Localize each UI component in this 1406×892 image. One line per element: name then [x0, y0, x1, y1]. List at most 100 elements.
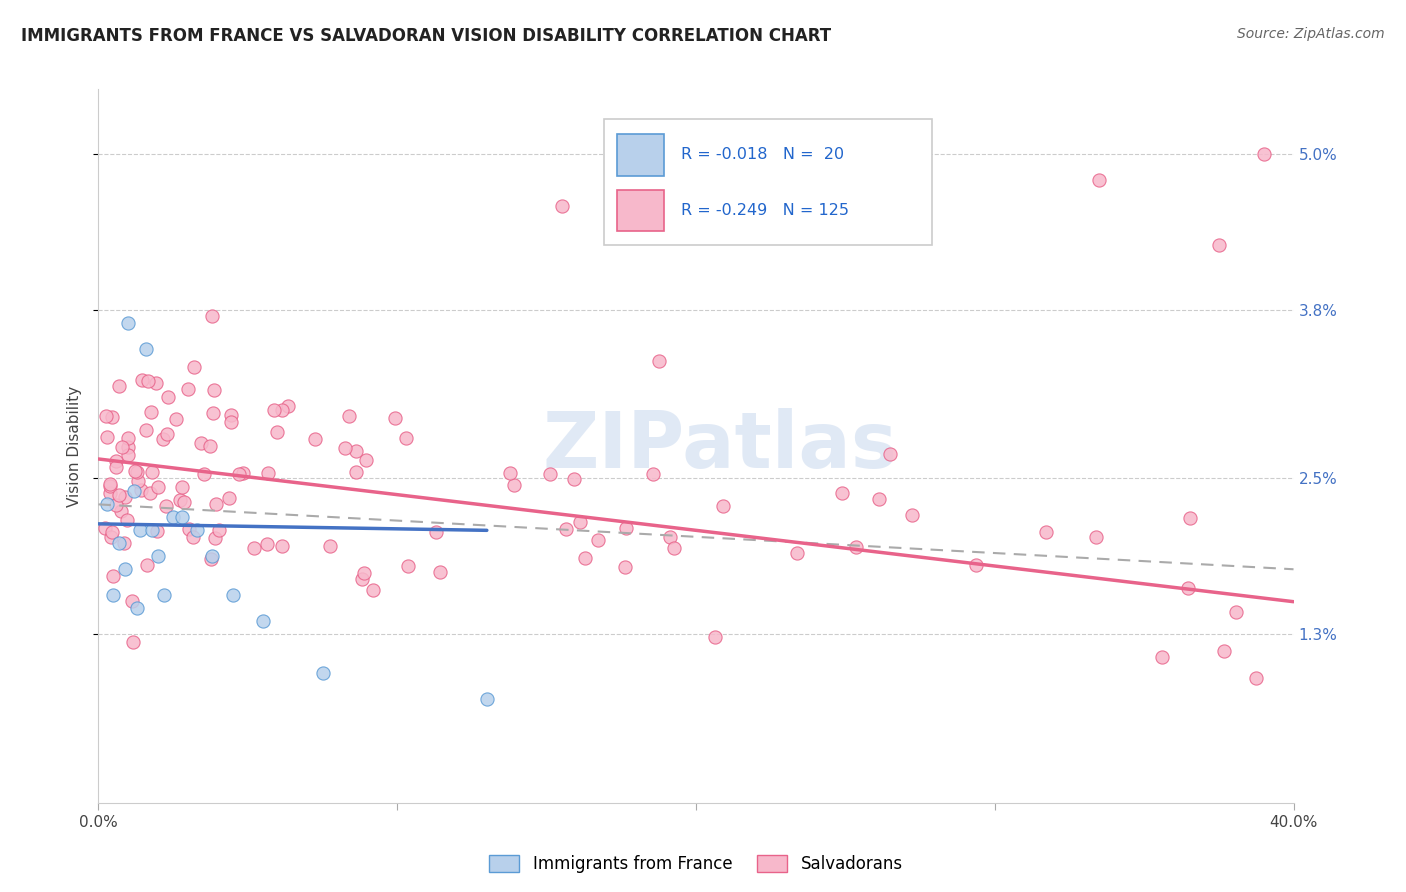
- Point: [868, 491, 890, 506]
- Point: [104, 498, 127, 512]
- Point: [200, 552, 222, 566]
- Point: [101, 410, 124, 425]
- Point: [1150, 649, 1173, 664]
- Point: [121, 635, 143, 649]
- Point: [198, 439, 221, 453]
- Point: [201, 549, 224, 564]
- Point: [110, 504, 132, 518]
- FancyBboxPatch shape: [603, 119, 932, 245]
- Point: [135, 342, 157, 356]
- Point: [169, 492, 191, 507]
- Point: [429, 566, 451, 580]
- Point: [190, 435, 212, 450]
- Point: [94, 520, 117, 534]
- Point: [101, 569, 124, 583]
- Point: [156, 390, 179, 404]
- Point: [562, 472, 585, 486]
- Point: [117, 512, 139, 526]
- Text: IMMIGRANTS FROM FRANCE VS SALVADORAN VISION DISABILITY CORRELATION CHART: IMMIGRANTS FROM FRANCE VS SALVADORAN VIS…: [21, 27, 831, 45]
- Point: [711, 499, 734, 513]
- Point: [111, 440, 134, 454]
- Point: [124, 484, 146, 499]
- Point: [232, 466, 254, 480]
- Point: [173, 495, 195, 509]
- Point: [610, 199, 633, 213]
- Point: [395, 431, 418, 445]
- Point: [344, 465, 367, 479]
- Point: [879, 447, 901, 461]
- Point: [114, 562, 136, 576]
- Point: [662, 541, 685, 556]
- Point: [350, 572, 373, 586]
- Point: [1225, 605, 1247, 619]
- Point: [114, 490, 136, 504]
- Point: [136, 374, 159, 388]
- Point: [108, 536, 131, 550]
- Point: [270, 403, 292, 417]
- Point: [96, 497, 118, 511]
- Point: [100, 524, 122, 539]
- Bar: [617, 135, 664, 176]
- Point: [550, 199, 572, 213]
- Point: [100, 479, 122, 493]
- Point: [204, 497, 226, 511]
- Text: R = -0.249   N = 125: R = -0.249 N = 125: [681, 202, 849, 218]
- Point: [499, 466, 522, 480]
- Point: [201, 309, 224, 323]
- Point: [177, 382, 200, 396]
- Point: [965, 558, 987, 572]
- Point: [125, 465, 148, 479]
- Point: [318, 539, 340, 553]
- Point: [155, 427, 177, 442]
- Point: [124, 464, 146, 478]
- Point: [155, 500, 177, 514]
- Point: [145, 376, 167, 391]
- Point: [786, 546, 808, 560]
- Point: [1213, 644, 1236, 658]
- Point: [202, 383, 225, 397]
- Point: [252, 614, 274, 628]
- Point: [344, 444, 367, 458]
- Text: R = -0.018   N =  20: R = -0.018 N = 20: [681, 147, 844, 162]
- Point: [141, 524, 163, 538]
- Point: [333, 441, 356, 455]
- Point: [98, 476, 121, 491]
- Point: [361, 582, 384, 597]
- Legend: Immigrants from France, Salvadorans: Immigrants from France, Salvadorans: [482, 848, 910, 880]
- Point: [222, 588, 245, 602]
- Point: [574, 551, 596, 566]
- Text: ZIPatlas: ZIPatlas: [543, 408, 897, 484]
- Point: [172, 480, 194, 494]
- Point: [1208, 238, 1230, 252]
- Point: [263, 402, 285, 417]
- Point: [131, 373, 153, 387]
- Point: [172, 510, 194, 524]
- Point: [162, 510, 184, 524]
- Point: [588, 533, 610, 547]
- Point: [103, 588, 125, 602]
- Point: [202, 406, 225, 420]
- Point: [271, 539, 294, 553]
- Point: [117, 448, 139, 462]
- Point: [228, 467, 250, 482]
- Point: [614, 560, 637, 574]
- Point: [117, 440, 139, 454]
- Point: [117, 431, 139, 445]
- Point: [112, 536, 135, 550]
- Point: [425, 524, 447, 539]
- Point: [221, 408, 243, 422]
- Point: [186, 524, 208, 538]
- Point: [900, 508, 922, 522]
- Point: [152, 432, 174, 446]
- Point: [208, 523, 231, 537]
- Y-axis label: Vision Disability: Vision Disability: [67, 385, 83, 507]
- Point: [96, 430, 118, 444]
- Point: [100, 485, 122, 500]
- Point: [148, 549, 170, 564]
- Point: [127, 601, 149, 615]
- Point: [135, 558, 157, 573]
- Point: [127, 475, 149, 489]
- Point: [135, 423, 157, 437]
- Point: [337, 409, 360, 423]
- Point: [304, 432, 326, 446]
